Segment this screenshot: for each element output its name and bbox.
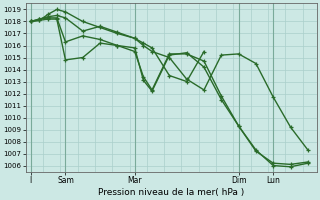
X-axis label: Pression niveau de la mer( hPa ): Pression niveau de la mer( hPa ) <box>98 188 244 197</box>
